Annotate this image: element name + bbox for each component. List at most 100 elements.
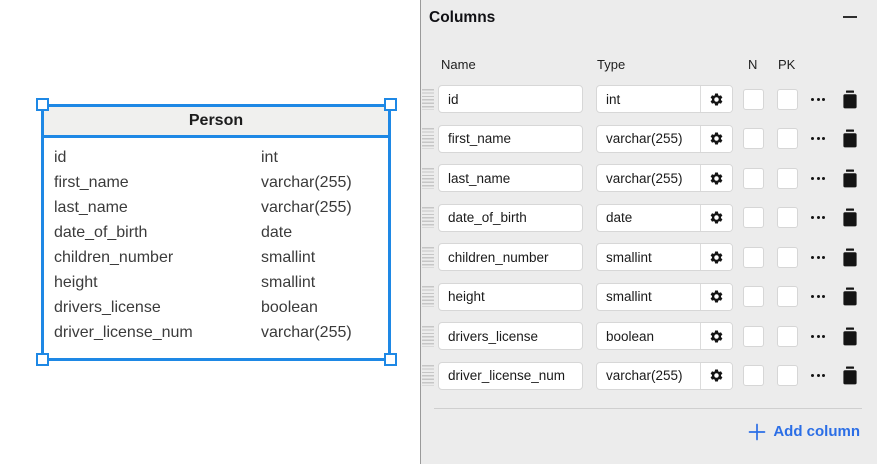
table-row: height smallint bbox=[54, 270, 378, 295]
drag-grip-icon[interactable] bbox=[422, 246, 434, 268]
more-options-icon[interactable] bbox=[811, 334, 825, 338]
column-row-date-of-birth: date bbox=[421, 203, 877, 232]
pk-checkbox[interactable] bbox=[777, 365, 798, 386]
column-name-input[interactable] bbox=[438, 203, 583, 232]
column-type-value: varchar(255) bbox=[606, 131, 683, 146]
column-row-driver-license-num: varchar(255) bbox=[421, 361, 877, 390]
column-type-select[interactable]: varchar(255) bbox=[596, 164, 733, 192]
pk-checkbox[interactable] bbox=[777, 286, 798, 307]
field-type: smallint bbox=[261, 249, 316, 266]
more-options-icon[interactable] bbox=[811, 295, 825, 298]
more-options-icon[interactable] bbox=[811, 374, 825, 377]
column-row-height: smallint bbox=[421, 282, 877, 311]
entity-title[interactable]: Person bbox=[44, 107, 388, 138]
columns-panel: Columns Name Type N PK int bbox=[421, 0, 877, 464]
gear-icon[interactable] bbox=[700, 362, 732, 389]
trash-icon[interactable] bbox=[841, 90, 859, 109]
nullable-checkbox[interactable] bbox=[743, 207, 764, 228]
drag-grip-icon[interactable] bbox=[422, 128, 434, 149]
column-type-select[interactable]: smallint bbox=[596, 243, 733, 271]
pk-checkbox[interactable] bbox=[777, 325, 798, 347]
column-row-children-number: smallint bbox=[421, 243, 877, 271]
more-options-icon[interactable] bbox=[811, 216, 825, 219]
table-row: driver_license_num varchar(255) bbox=[54, 320, 378, 345]
header-pk-label: PK bbox=[778, 57, 796, 72]
more-options-icon[interactable] bbox=[811, 97, 825, 101]
gear-icon[interactable] bbox=[700, 165, 732, 191]
column-name-input[interactable] bbox=[438, 243, 583, 271]
nullable-checkbox[interactable] bbox=[743, 246, 764, 268]
column-name-input[interactable] bbox=[438, 282, 583, 311]
more-options-icon[interactable] bbox=[811, 176, 825, 180]
trash-icon[interactable] bbox=[841, 129, 859, 148]
column-type-select[interactable]: varchar(255) bbox=[596, 361, 733, 390]
column-type-select[interactable]: boolean bbox=[596, 322, 733, 350]
selection-handle-top-right[interactable] bbox=[384, 98, 397, 111]
table-row: drivers_license boolean bbox=[54, 295, 378, 320]
field-type: smallint bbox=[261, 274, 316, 291]
drag-grip-icon[interactable] bbox=[422, 88, 434, 110]
selection-handle-bottom-right[interactable] bbox=[384, 353, 397, 366]
field-type: varchar(255) bbox=[261, 324, 352, 341]
drag-grip-icon[interactable] bbox=[422, 286, 434, 307]
gear-icon[interactable] bbox=[700, 125, 732, 152]
table-row: children_number smallint bbox=[54, 245, 378, 270]
column-name-input[interactable] bbox=[438, 85, 583, 113]
column-type-select[interactable]: int bbox=[596, 85, 733, 113]
column-type-value: int bbox=[606, 91, 621, 107]
entity-table-person[interactable]: Person id int first_name varchar(255) la… bbox=[41, 104, 391, 361]
pk-checkbox[interactable] bbox=[777, 88, 798, 110]
pk-checkbox[interactable] bbox=[777, 207, 798, 228]
field-name: drivers_license bbox=[54, 299, 161, 316]
field-type: boolean bbox=[261, 299, 318, 316]
more-options-icon[interactable] bbox=[811, 137, 825, 140]
drag-grip-icon[interactable] bbox=[422, 207, 434, 228]
trash-icon[interactable] bbox=[841, 208, 859, 227]
column-type-select[interactable]: varchar(255) bbox=[596, 124, 733, 153]
drag-grip-icon[interactable] bbox=[422, 167, 434, 189]
trash-icon[interactable] bbox=[841, 169, 859, 188]
column-row-first-name: varchar(255) bbox=[421, 124, 877, 153]
column-name-input[interactable] bbox=[438, 322, 583, 350]
column-name-input[interactable] bbox=[438, 361, 583, 390]
trash-icon[interactable] bbox=[841, 327, 859, 346]
add-column-button[interactable]: Add column bbox=[748, 420, 860, 443]
nullable-checkbox[interactable] bbox=[743, 286, 764, 307]
entity-body: id int first_name varchar(255) last_name… bbox=[44, 138, 388, 345]
column-type-value: date bbox=[606, 210, 633, 225]
selection-handle-top-left[interactable] bbox=[36, 98, 49, 111]
column-type-select[interactable]: smallint bbox=[596, 282, 733, 311]
nullable-checkbox[interactable] bbox=[743, 88, 764, 110]
pk-checkbox[interactable] bbox=[777, 246, 798, 268]
collapse-panel-button[interactable] bbox=[841, 8, 859, 26]
column-name-input[interactable] bbox=[438, 164, 583, 192]
field-name: id bbox=[54, 149, 67, 166]
column-type-select[interactable]: date bbox=[596, 203, 733, 232]
column-name-input[interactable] bbox=[438, 124, 583, 153]
diagram-canvas[interactable]: Person id int first_name varchar(255) la… bbox=[0, 0, 420, 464]
nullable-checkbox[interactable] bbox=[743, 325, 764, 347]
trash-icon[interactable] bbox=[841, 287, 859, 306]
column-type-value: smallint bbox=[606, 289, 652, 304]
pk-checkbox[interactable] bbox=[777, 167, 798, 189]
pk-checkbox[interactable] bbox=[777, 128, 798, 149]
gear-icon[interactable] bbox=[700, 283, 732, 310]
gear-icon[interactable] bbox=[700, 86, 732, 112]
drag-grip-icon[interactable] bbox=[422, 325, 434, 347]
gear-icon[interactable] bbox=[700, 244, 732, 270]
field-name: first_name bbox=[54, 174, 129, 191]
header-name-label: Name bbox=[441, 57, 476, 72]
gear-icon[interactable] bbox=[700, 323, 732, 349]
trash-icon[interactable] bbox=[841, 248, 859, 267]
panel-footer-divider bbox=[434, 408, 862, 409]
nullable-checkbox[interactable] bbox=[743, 365, 764, 386]
field-type: date bbox=[261, 224, 293, 241]
more-options-icon[interactable] bbox=[811, 255, 825, 259]
gear-icon[interactable] bbox=[700, 204, 732, 231]
trash-icon[interactable] bbox=[841, 366, 859, 385]
drag-grip-icon[interactable] bbox=[422, 365, 434, 386]
header-nullable-label: N bbox=[748, 57, 758, 72]
nullable-checkbox[interactable] bbox=[743, 167, 764, 189]
nullable-checkbox[interactable] bbox=[743, 128, 764, 149]
selection-handle-bottom-left[interactable] bbox=[36, 353, 49, 366]
